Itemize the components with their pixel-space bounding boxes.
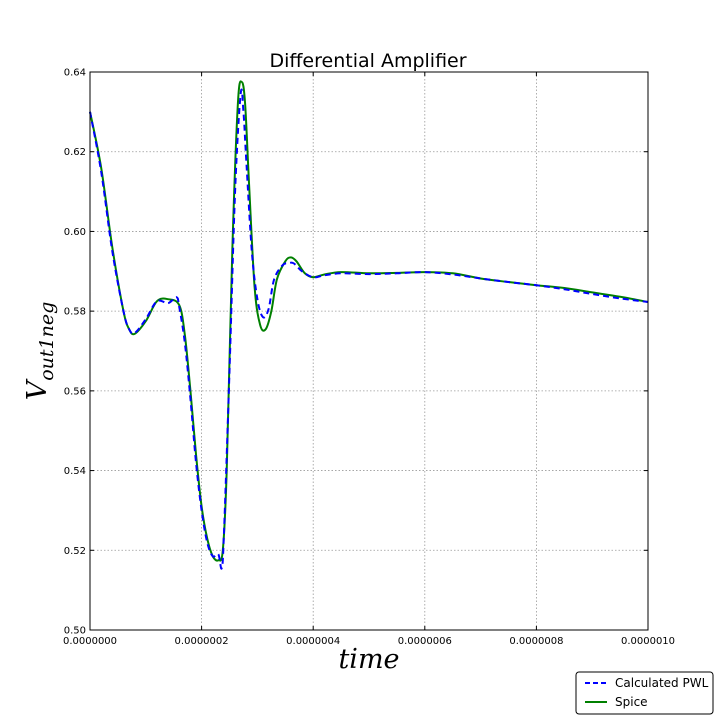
grid — [89, 71, 649, 631]
x-tick-label: 0.0000000 — [63, 636, 117, 647]
series-group — [89, 80, 649, 570]
y-tick-label: 0.52 — [64, 546, 86, 557]
axis-ticks: 0.0000000 0.0000002 0.0000004 0.0000006 0.00… — [63, 68, 675, 648]
x-tick-label: 0.0000002 — [175, 636, 229, 647]
y-tick-label: 0.54 — [64, 466, 86, 477]
x-tick-label: 0.0000010 — [621, 636, 675, 647]
y-axis-label-base: V — [22, 378, 53, 400]
y-tick-label: 0.56 — [64, 386, 86, 397]
x-tick-label: 0.0000004 — [286, 636, 340, 647]
series-line-calculated-pwl — [89, 88, 649, 570]
y-tick-label: 0.64 — [64, 68, 86, 79]
x-tick-label: 0.0000008 — [509, 636, 563, 647]
y-tick-label: 0.50 — [64, 626, 86, 637]
chart-title: Differential Amplifier — [269, 50, 466, 72]
y-tick-label: 0.60 — [64, 227, 86, 238]
legend: Calculated PWL Spice — [575, 671, 714, 715]
y-tick-label: 0.58 — [64, 307, 86, 318]
series-line-spice — [89, 80, 649, 562]
y-tick-label: 0.62 — [64, 147, 86, 158]
y-axis-label: Vout1neg — [22, 302, 58, 401]
legend-box — [575, 671, 714, 715]
y-axis-label-subscript: out1neg — [36, 302, 58, 381]
plot-area-frame — [89, 71, 649, 631]
x-tick-label: 0.0000006 — [398, 636, 452, 647]
legend-label-spice: Spice — [615, 695, 648, 709]
legend-label-calculated-pwl: Calculated PWL — [615, 676, 709, 690]
x-axis-label: time — [338, 644, 399, 675]
